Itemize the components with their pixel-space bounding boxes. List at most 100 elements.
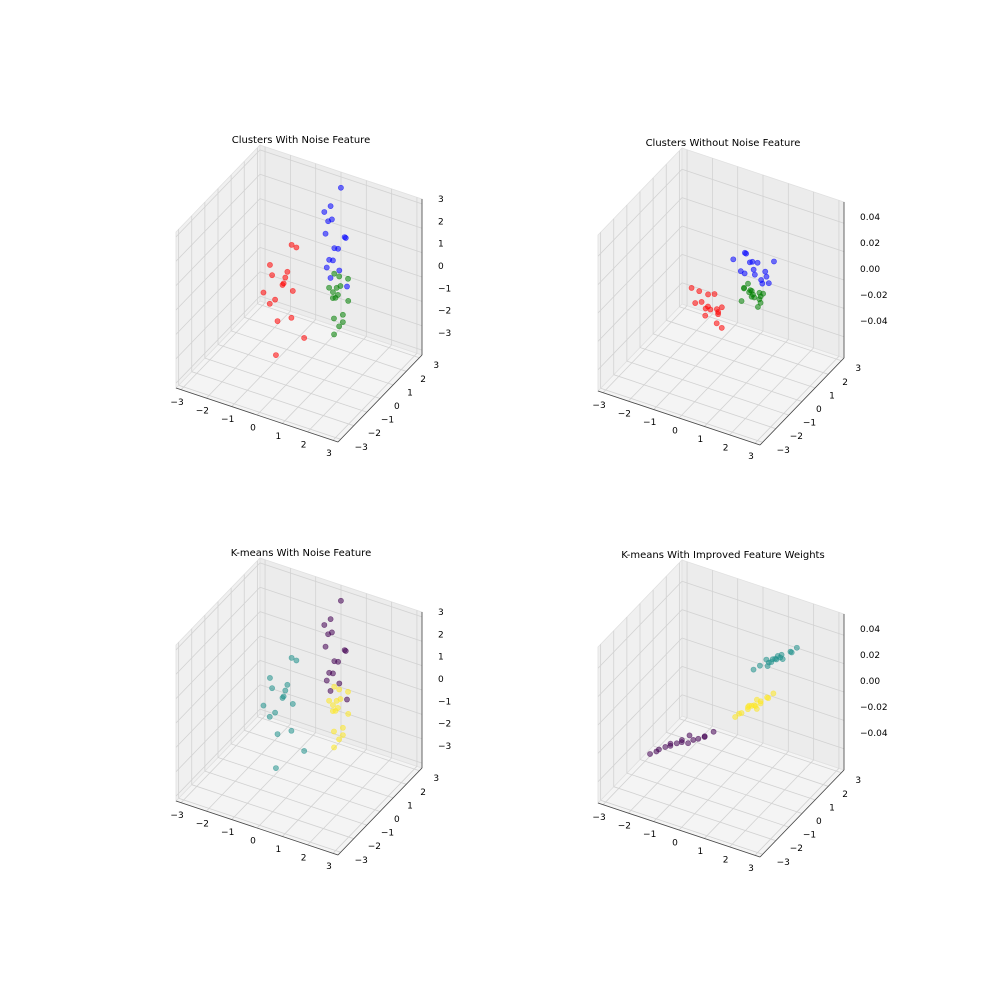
point — [750, 666, 757, 673]
grid-line — [681, 580, 845, 636]
z-tick-label: 0.00 — [860, 677, 880, 687]
point — [788, 649, 795, 656]
point — [301, 335, 308, 341]
point — [741, 270, 748, 277]
point — [267, 262, 273, 268]
z-tick-label: 0 — [438, 675, 444, 685]
grid-line — [175, 708, 261, 797]
point — [754, 259, 761, 266]
y-tick-label: 2 — [842, 790, 848, 800]
point — [331, 683, 338, 690]
point — [329, 629, 335, 636]
point — [274, 731, 281, 738]
y-tick-label: 2 — [420, 788, 426, 798]
grid-line — [597, 197, 683, 285]
grid-line — [259, 198, 423, 254]
point — [337, 283, 344, 289]
grid-line — [257, 303, 420, 359]
point — [272, 709, 278, 716]
z-tick-label: −0.04 — [860, 729, 888, 739]
point — [696, 288, 703, 295]
y-tick-label: −1 — [381, 829, 394, 839]
point — [339, 724, 346, 731]
y-axis-line — [759, 769, 845, 858]
z-tick-label: 0.00 — [860, 265, 880, 275]
z-tick-label: 1 — [438, 240, 444, 250]
point — [344, 283, 350, 290]
grid-line — [175, 611, 261, 699]
point — [338, 184, 344, 191]
point — [260, 289, 267, 296]
grid-line — [681, 197, 845, 253]
grid-line — [259, 149, 423, 205]
point — [331, 728, 337, 735]
point — [336, 686, 343, 693]
point — [757, 293, 764, 300]
point — [730, 256, 737, 263]
point — [345, 275, 351, 282]
x-tick-label: −1 — [221, 828, 234, 838]
subplot: −3−2−10123−3−2−10123−0.04−0.020.000.020.… — [592, 138, 887, 462]
grid-line — [175, 295, 261, 384]
x-tick-label: −2 — [196, 820, 209, 830]
point — [757, 700, 764, 707]
point — [321, 622, 328, 628]
point — [339, 732, 346, 738]
point — [284, 681, 291, 688]
point — [345, 711, 352, 717]
y-tick-label: −3 — [777, 446, 790, 456]
z-tick-label: 2 — [438, 630, 444, 640]
x-tick-label: 0 — [250, 837, 256, 847]
point — [272, 296, 278, 303]
point — [329, 216, 335, 223]
y-tick-label: −1 — [381, 416, 394, 426]
point — [690, 737, 697, 743]
grid-line — [681, 665, 845, 721]
grid-line — [230, 743, 394, 799]
x-axis-line — [597, 390, 761, 446]
z-tick-label: 1 — [438, 653, 444, 663]
point — [288, 314, 295, 321]
point — [266, 713, 273, 720]
point — [293, 657, 300, 664]
z-tick-label: −3 — [438, 742, 451, 752]
point — [293, 244, 300, 251]
point — [274, 318, 281, 325]
x-tick-label: 0 — [672, 839, 678, 849]
y-tick-label: 1 — [829, 391, 835, 401]
y-tick-label: 2 — [420, 375, 426, 385]
y-tick-label: 3 — [433, 774, 439, 784]
grid-line — [175, 173, 261, 262]
subplot: −3−2−10123−3−2−10123−0.04−0.020.000.020.… — [592, 550, 887, 874]
z-tick-label: −1 — [438, 284, 451, 294]
point — [667, 740, 674, 747]
point — [330, 702, 336, 708]
point — [288, 241, 295, 248]
point — [749, 258, 756, 265]
z-tick-label: 0.02 — [860, 651, 880, 661]
grid-line — [175, 660, 261, 748]
grid-line — [679, 718, 842, 774]
x-tick-label: −1 — [221, 415, 234, 425]
point — [322, 643, 329, 650]
point — [273, 765, 279, 771]
point — [327, 616, 334, 623]
point — [330, 289, 336, 295]
z-tick-label: −1 — [438, 697, 451, 707]
x-tick-label: −3 — [170, 398, 183, 408]
grid-line — [681, 694, 845, 750]
grid-line — [597, 168, 683, 257]
point — [326, 284, 332, 291]
y-tick-label: −1 — [803, 831, 816, 841]
grid-line — [681, 637, 845, 693]
grid-line — [259, 222, 423, 278]
grid-line — [597, 666, 683, 754]
point — [718, 324, 725, 331]
z-tick-label: −0.02 — [860, 291, 888, 301]
y-tick-label: 3 — [433, 361, 439, 371]
y-tick-label: 1 — [407, 801, 413, 811]
grid-line — [204, 770, 368, 826]
point — [686, 732, 693, 739]
y-tick-label: −1 — [803, 419, 816, 429]
